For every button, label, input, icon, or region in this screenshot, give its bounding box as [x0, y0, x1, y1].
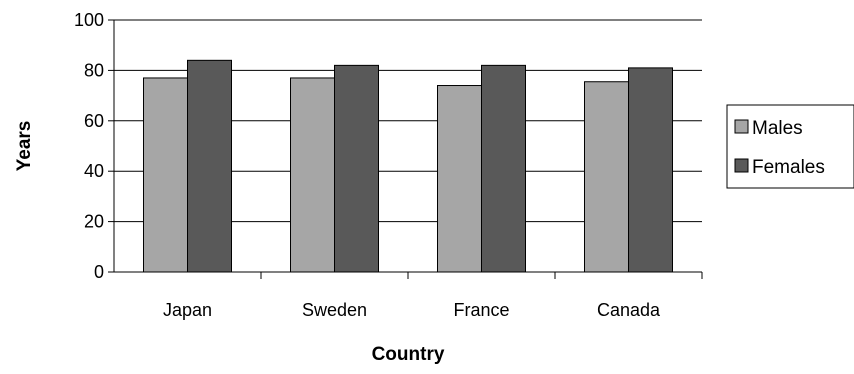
legend-swatch-females — [734, 158, 749, 173]
x-axis-title: Country — [372, 344, 445, 365]
y-tick-label: 20 — [84, 212, 104, 232]
y-tick-label: 40 — [84, 161, 104, 181]
legend-label-males: Males — [752, 118, 803, 139]
legend: Males Females — [726, 104, 854, 189]
y-tick-label: 80 — [84, 60, 104, 80]
x-tick-label: France — [453, 300, 509, 320]
bar-males-sweden — [290, 77, 335, 273]
x-tick-label: Canada — [597, 300, 661, 320]
bar-males-japan — [143, 77, 188, 273]
y-axis-title: Years — [14, 121, 35, 172]
x-tick-labels: Japan Sweden France Canada — [163, 272, 703, 320]
y-tick-label: 100 — [74, 10, 104, 30]
bar-females-sweden — [334, 64, 379, 273]
legend-swatch-males — [734, 119, 749, 134]
legend-label-females: Females — [752, 157, 825, 178]
y-tick-label: 60 — [84, 111, 104, 131]
bar-females-canada — [628, 67, 673, 273]
y-tick-labels: 0 20 40 60 80 100 — [74, 10, 114, 282]
x-tick-label: Japan — [163, 300, 212, 320]
bar-females-japan — [187, 59, 232, 273]
legend-frame — [726, 104, 854, 189]
bars — [143, 59, 673, 273]
bar-males-canada — [584, 81, 629, 273]
x-tick-label: Sweden — [302, 300, 367, 320]
y-tick-label: 0 — [94, 262, 104, 282]
bar-females-france — [481, 64, 526, 273]
bar-males-france — [437, 85, 482, 273]
